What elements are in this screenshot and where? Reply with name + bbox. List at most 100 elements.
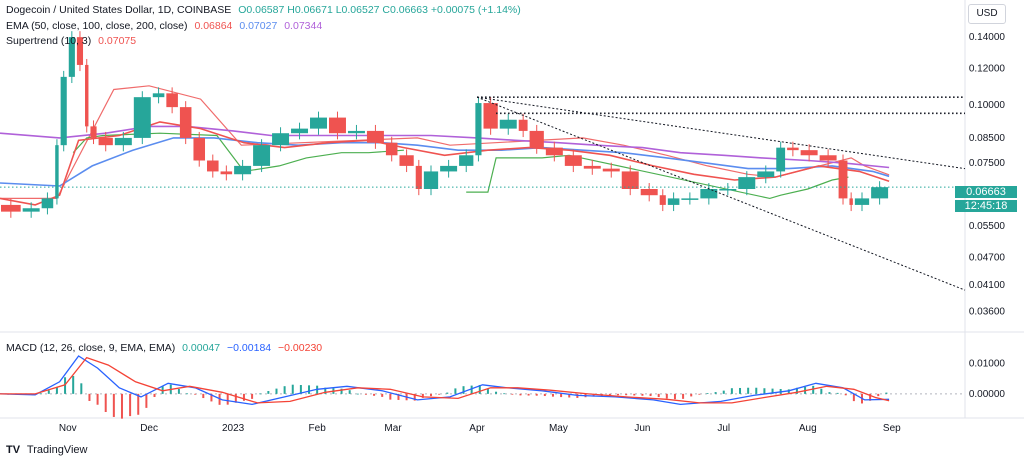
tradingview-name: TradingView	[26, 444, 88, 456]
time-tick-label: Mar	[384, 423, 402, 434]
macd-histogram-bar	[739, 387, 742, 394]
time-tick-label: Jun	[634, 423, 650, 434]
macd-histogram-bar	[877, 393, 880, 397]
supertrend-down-line	[0, 85, 890, 199]
macd-signal-value: −0.00230	[278, 342, 323, 354]
candle-body	[659, 195, 666, 205]
time-tick-label: Apr	[469, 423, 485, 434]
supertrend-value: 0.07075	[98, 35, 137, 47]
candle-body	[1, 204, 21, 212]
ohlc-values: O0.06587 H0.06671 L0.06527 C0.06663 +0.0…	[238, 4, 521, 16]
macd-histogram-bar	[251, 393, 254, 399]
macd-histogram-bar	[608, 393, 611, 396]
candle-body	[310, 117, 327, 129]
macd-histogram-bar	[356, 393, 359, 395]
macd-histogram-bar	[104, 393, 107, 412]
macd-histogram-bar	[828, 392, 831, 394]
candle-body	[272, 133, 290, 146]
macd-histogram-bar	[714, 392, 717, 394]
macd-histogram-bar	[202, 393, 205, 399]
candle-body	[738, 177, 756, 190]
macd-tick-label: 0.01000	[969, 359, 1006, 370]
macd-histogram-bar	[242, 393, 245, 401]
candle-body	[68, 37, 75, 77]
symbol-legend: Dogecoin / United States Dollar, 1D, COI…	[6, 4, 525, 16]
candle-body	[440, 165, 458, 172]
macd-histogram-bar	[568, 393, 571, 398]
macd-histogram-bar	[625, 393, 628, 396]
ema-legend[interactable]: EMA (50, close, 100, close, 200, close) …	[6, 20, 326, 32]
macd-histogram-bar	[55, 387, 58, 394]
candle-body	[681, 198, 699, 200]
macd-histogram-bar	[885, 392, 888, 394]
macd-histogram-bar	[64, 377, 67, 394]
countdown-tag: 12:45:18	[955, 200, 1017, 212]
candle-body	[871, 187, 889, 199]
candle-body	[114, 137, 132, 146]
macd-histogram-bar	[795, 387, 798, 394]
last-price-tag: 0.06663	[955, 186, 1017, 198]
macd-histogram-bar	[210, 393, 213, 402]
macd-histogram-bar	[47, 390, 50, 394]
price-tick-label: 0.04700	[969, 253, 1006, 264]
price-tick-label: 0.05500	[969, 221, 1006, 232]
macd-histogram-bar	[308, 385, 311, 394]
macd-histogram-bar	[543, 393, 546, 397]
candle-body	[98, 137, 113, 146]
candle-body	[415, 165, 422, 190]
macd-histogram-bar	[267, 391, 270, 394]
macd-histogram-bar	[129, 393, 132, 417]
macd-histogram-bar	[673, 393, 676, 400]
candle-body	[602, 168, 620, 172]
macd-histogram-bar	[560, 393, 563, 398]
macd-histogram-bar	[755, 387, 758, 394]
supertrend-legend[interactable]: Supertrend (10, 3) 0.07075	[6, 35, 140, 47]
candle-body	[667, 198, 680, 205]
symbol-title: Dogecoin / United States Dollar, 1D, COI…	[6, 4, 232, 16]
time-tick-label: Feb	[309, 423, 327, 434]
macd-histogram-bar	[690, 393, 693, 397]
ema50-value: 0.06864	[194, 20, 233, 32]
tradingview-brand[interactable]: TV TradingView	[6, 444, 87, 456]
macd-legend[interactable]: MACD (12, 26, close, 9, EMA, EMA) 0.0004…	[6, 342, 326, 354]
price-tick-label: 0.08500	[969, 133, 1006, 144]
candle-body	[152, 93, 165, 98]
macd-histogram-bar	[194, 393, 197, 395]
macd-histogram-bar	[324, 387, 327, 394]
macd-tick-label: 0.00000	[969, 389, 1006, 400]
candle-body	[838, 160, 848, 199]
currency-button[interactable]: USD	[968, 4, 1006, 24]
macd-histogram-bar	[299, 385, 302, 394]
candle-body	[800, 150, 818, 156]
macd-histogram-bar	[120, 393, 123, 419]
macd-histogram-bar	[80, 383, 83, 394]
macd-histogram-bar	[161, 386, 164, 394]
macd-histogram-bar	[617, 393, 620, 396]
macd-histogram-bar	[275, 388, 278, 394]
candle-body	[193, 137, 206, 161]
candle-body	[475, 103, 482, 156]
time-tick-label: Dec	[140, 423, 158, 434]
candle-body	[90, 126, 97, 138]
macd-histogram-bar	[633, 393, 636, 396]
candle-body	[854, 198, 870, 205]
candle-body	[518, 119, 528, 131]
price-tick-label: 0.10000	[969, 100, 1006, 111]
macd-histogram-bar	[364, 393, 367, 395]
macd-histogram-bar	[429, 393, 432, 397]
candle-body	[166, 93, 178, 108]
time-tick-label: 2023	[222, 423, 245, 434]
macd-histogram-bar	[112, 393, 115, 417]
candle-body	[76, 37, 84, 65]
candle-body	[621, 171, 639, 190]
time-tick-label: Aug	[799, 423, 817, 434]
supertrend-label: Supertrend (10, 3)	[6, 35, 92, 47]
macd-histogram-bar	[96, 393, 99, 405]
macd-histogram-bar	[852, 393, 855, 402]
macd-histogram-bar	[72, 375, 75, 394]
macd-histogram-bar	[763, 388, 766, 394]
ema100-line	[0, 137, 890, 187]
macd-histogram-bar	[820, 388, 823, 394]
